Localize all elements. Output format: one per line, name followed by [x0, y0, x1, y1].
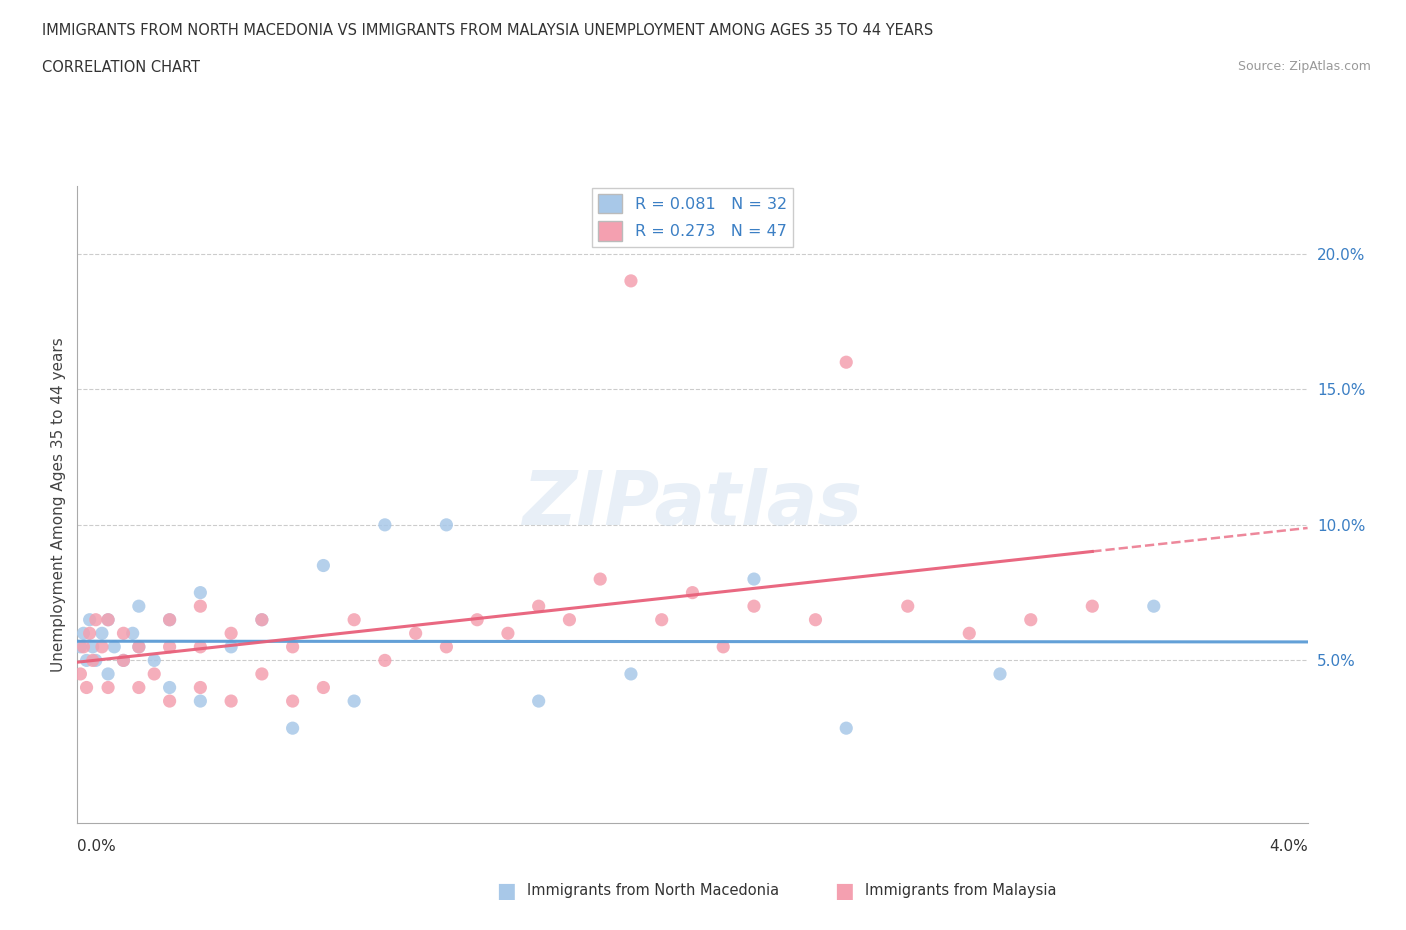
Point [159, 640, 181, 655]
Point [112, 626, 135, 641]
Point [312, 680, 335, 695]
Point [128, 599, 150, 614]
Point [620, 273, 643, 288]
Point [281, 640, 304, 655]
Point [190, 640, 212, 655]
Point [436, 517, 458, 532]
Text: Immigrants from North Macedonia: Immigrants from North Macedonia [527, 884, 779, 898]
Point [219, 640, 242, 655]
Point [250, 612, 273, 627]
Point [128, 680, 150, 695]
Point [343, 694, 366, 709]
Text: Immigrants from Malaysia: Immigrants from Malaysia [865, 884, 1056, 898]
Point [804, 612, 827, 627]
Point [1081, 599, 1104, 614]
Text: Source: ZipAtlas.com: Source: ZipAtlas.com [1237, 60, 1371, 73]
Point [79, 626, 101, 641]
Point [682, 585, 704, 600]
Y-axis label: Unemployment Among Ages 35 to 44 years: Unemployment Among Ages 35 to 44 years [51, 338, 66, 671]
Point [190, 694, 212, 709]
Point [651, 612, 673, 627]
Point [159, 612, 181, 627]
Point [1019, 612, 1042, 627]
Point [374, 653, 396, 668]
Point [527, 694, 550, 709]
Text: 0.0%: 0.0% [77, 839, 117, 854]
Text: 4.0%: 4.0% [1268, 839, 1308, 854]
Point [69, 667, 91, 682]
Point [835, 721, 858, 736]
Point [143, 667, 166, 682]
Point [128, 640, 150, 655]
Point [496, 626, 519, 641]
Point [620, 667, 643, 682]
Text: ■: ■ [496, 881, 516, 901]
Point [281, 694, 304, 709]
Text: ZIPatlas: ZIPatlas [523, 468, 862, 541]
Point [97, 680, 120, 695]
Point [436, 640, 458, 655]
Point [103, 640, 125, 655]
Point [835, 354, 858, 369]
Point [374, 517, 396, 532]
Point [121, 626, 143, 641]
Point [957, 626, 980, 641]
Text: CORRELATION CHART: CORRELATION CHART [42, 60, 200, 75]
Point [112, 653, 135, 668]
Point [527, 599, 550, 614]
Point [69, 640, 91, 655]
Point [190, 680, 212, 695]
Point [190, 599, 212, 614]
Point [343, 612, 366, 627]
Point [190, 585, 212, 600]
Point [281, 721, 304, 736]
Point [405, 626, 427, 641]
Point [90, 640, 114, 655]
Point [159, 612, 181, 627]
Point [84, 653, 107, 668]
Point [90, 626, 114, 641]
Point [159, 680, 181, 695]
Point [112, 653, 135, 668]
Text: ■: ■ [834, 881, 853, 901]
Point [742, 599, 765, 614]
Point [72, 626, 94, 641]
Point [159, 694, 181, 709]
Point [143, 653, 166, 668]
Point [72, 640, 94, 655]
Point [711, 640, 734, 655]
Point [250, 612, 273, 627]
Point [558, 612, 581, 627]
Point [988, 667, 1011, 682]
Point [219, 694, 242, 709]
Point [219, 626, 242, 641]
Point [82, 640, 104, 655]
Point [589, 572, 612, 587]
Point [97, 612, 120, 627]
Point [128, 640, 150, 655]
Point [742, 572, 765, 587]
Point [465, 612, 488, 627]
Point [76, 680, 98, 695]
Legend: R = 0.081   N = 32, R = 0.273   N = 47: R = 0.081 N = 32, R = 0.273 N = 47 [592, 188, 793, 247]
Text: IMMIGRANTS FROM NORTH MACEDONIA VS IMMIGRANTS FROM MALAYSIA UNEMPLOYMENT AMONG A: IMMIGRANTS FROM NORTH MACEDONIA VS IMMIG… [42, 23, 934, 38]
Point [250, 667, 273, 682]
Point [97, 612, 120, 627]
Point [312, 558, 335, 573]
Point [1143, 599, 1166, 614]
Point [97, 667, 120, 682]
Point [84, 612, 107, 627]
Point [82, 653, 104, 668]
Point [897, 599, 920, 614]
Point [76, 653, 98, 668]
Point [79, 612, 101, 627]
